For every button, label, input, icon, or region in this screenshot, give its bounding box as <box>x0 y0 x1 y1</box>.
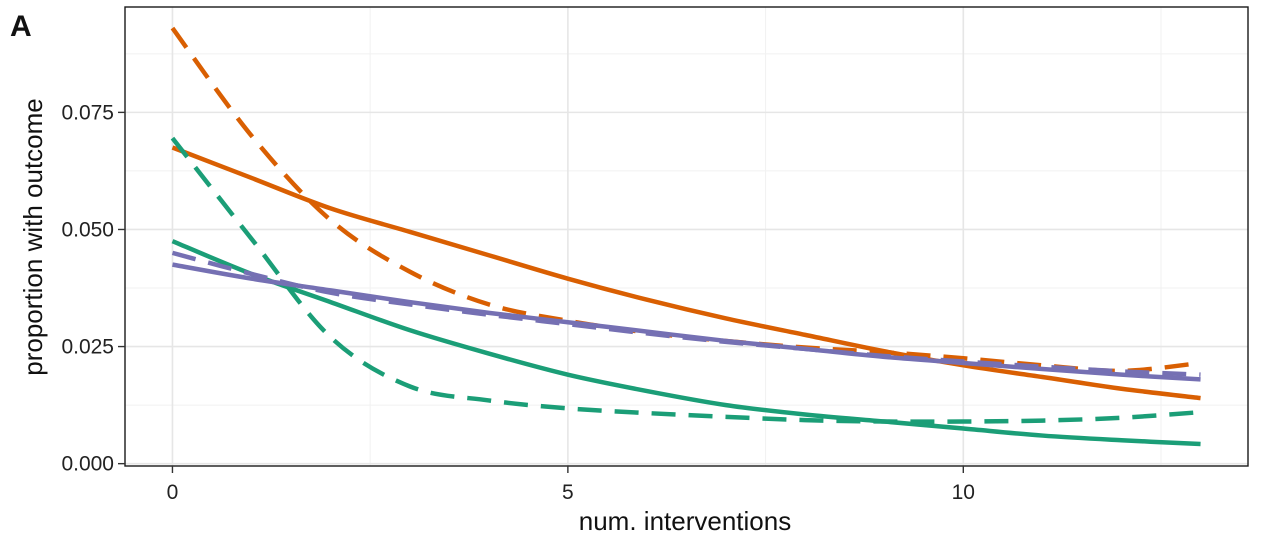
y-tick-label: 0.075 <box>61 101 114 124</box>
purple-dashed-line <box>171 250 1201 377</box>
green-dashed-line <box>170 136 1201 424</box>
x-tick-label: 10 <box>952 481 975 504</box>
green-solid-line <box>171 239 1201 447</box>
purple-solid-line <box>172 262 1201 382</box>
x-axis: 0 5 10 <box>167 466 975 504</box>
panel-label: A <box>10 10 32 43</box>
x-tick-label: 0 <box>167 481 179 504</box>
x-axis-title: num. interventions <box>579 506 791 536</box>
plot-panel-border <box>124 6 1249 467</box>
series-lines <box>170 26 1201 447</box>
x-tick-label: 5 <box>562 481 574 504</box>
y-axis-title: proportion with outcome <box>18 98 48 375</box>
y-tick-label: 0.050 <box>61 218 114 241</box>
y-tick-label: 0.025 <box>61 336 114 359</box>
major-gridlines <box>125 7 1248 466</box>
y-tick-label: 0.000 <box>61 453 114 476</box>
orange-solid-line <box>171 145 1201 401</box>
orange-dashed-line <box>170 26 1201 374</box>
y-axis: 0.000 0.025 0.050 0.075 <box>61 101 125 476</box>
